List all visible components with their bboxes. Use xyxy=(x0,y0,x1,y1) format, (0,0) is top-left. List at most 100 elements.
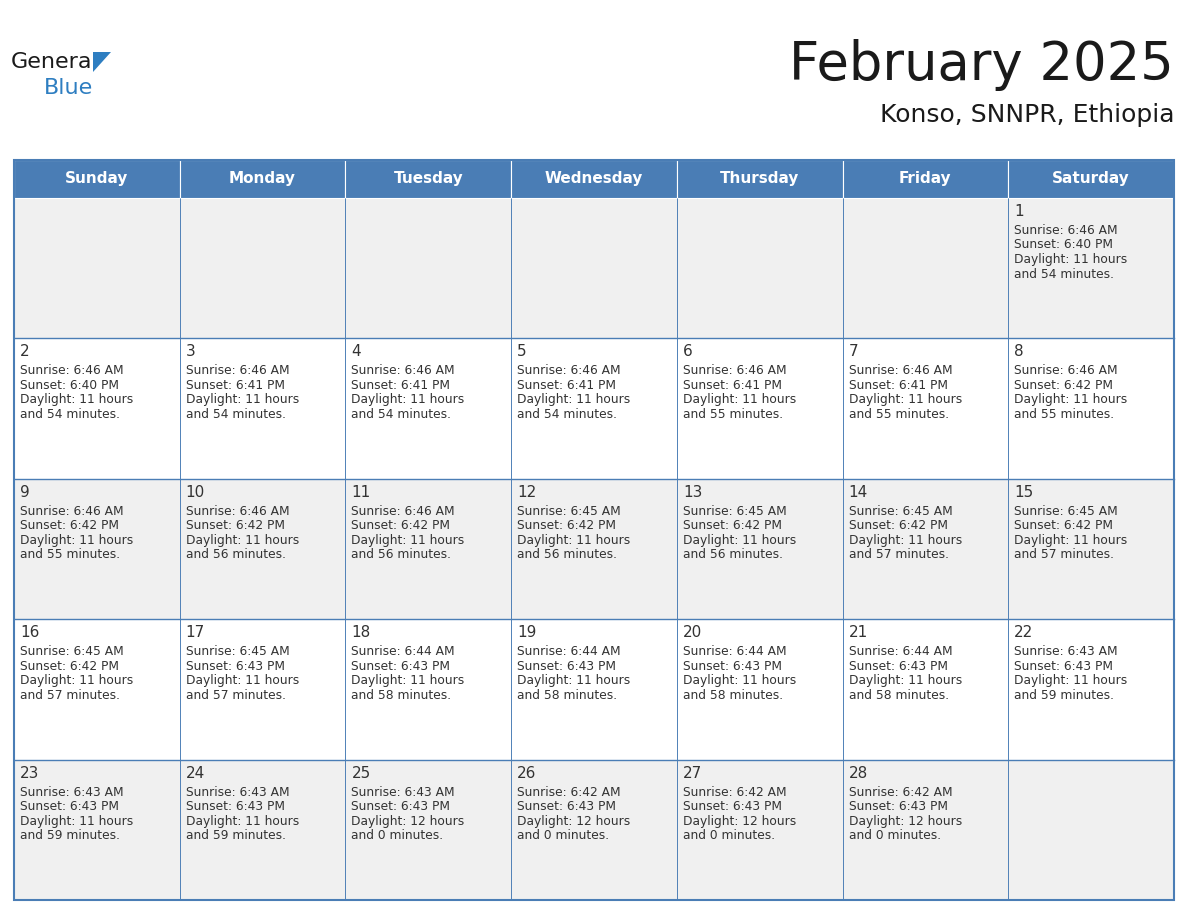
Bar xyxy=(677,479,842,620)
Text: and 55 minutes.: and 55 minutes. xyxy=(1015,408,1114,420)
Text: Daylight: 12 hours: Daylight: 12 hours xyxy=(848,814,962,828)
Text: Daylight: 11 hours: Daylight: 11 hours xyxy=(20,674,133,688)
Text: and 59 minutes.: and 59 minutes. xyxy=(185,829,286,842)
Text: Daylight: 11 hours: Daylight: 11 hours xyxy=(20,394,133,407)
Text: Daylight: 11 hours: Daylight: 11 hours xyxy=(185,674,299,688)
Text: and 57 minutes.: and 57 minutes. xyxy=(848,548,948,561)
Bar xyxy=(511,198,677,339)
Bar xyxy=(511,479,677,620)
Text: Sunrise: 6:44 AM: Sunrise: 6:44 AM xyxy=(517,645,621,658)
Text: Sunrise: 6:46 AM: Sunrise: 6:46 AM xyxy=(352,364,455,377)
Text: Sunset: 6:42 PM: Sunset: 6:42 PM xyxy=(1015,379,1113,392)
Text: 22: 22 xyxy=(1015,625,1034,640)
Text: Sunrise: 6:42 AM: Sunrise: 6:42 AM xyxy=(848,786,953,799)
Bar xyxy=(179,479,346,620)
Text: Sunset: 6:43 PM: Sunset: 6:43 PM xyxy=(185,660,285,673)
Text: 16: 16 xyxy=(20,625,39,640)
Bar xyxy=(1009,759,1174,900)
Text: Sunset: 6:41 PM: Sunset: 6:41 PM xyxy=(185,379,285,392)
Text: Tuesday: Tuesday xyxy=(393,172,463,186)
Text: and 55 minutes.: and 55 minutes. xyxy=(20,548,120,561)
Text: 21: 21 xyxy=(848,625,867,640)
Text: Sunset: 6:42 PM: Sunset: 6:42 PM xyxy=(848,520,948,532)
Text: Wednesday: Wednesday xyxy=(545,172,643,186)
Bar xyxy=(179,620,346,759)
Text: and 59 minutes.: and 59 minutes. xyxy=(20,829,120,842)
Text: Daylight: 11 hours: Daylight: 11 hours xyxy=(1015,533,1127,547)
Text: 8: 8 xyxy=(1015,344,1024,360)
Text: and 58 minutes.: and 58 minutes. xyxy=(517,688,618,701)
Text: and 55 minutes.: and 55 minutes. xyxy=(848,408,949,420)
Text: Sunset: 6:43 PM: Sunset: 6:43 PM xyxy=(848,800,948,813)
Bar xyxy=(1009,620,1174,759)
Text: Sunrise: 6:46 AM: Sunrise: 6:46 AM xyxy=(352,505,455,518)
Text: and 57 minutes.: and 57 minutes. xyxy=(1015,548,1114,561)
Text: Blue: Blue xyxy=(44,78,94,98)
Text: and 0 minutes.: and 0 minutes. xyxy=(848,829,941,842)
Text: 1: 1 xyxy=(1015,204,1024,219)
Text: Sunset: 6:42 PM: Sunset: 6:42 PM xyxy=(683,520,782,532)
Text: Sunset: 6:41 PM: Sunset: 6:41 PM xyxy=(352,379,450,392)
Text: and 58 minutes.: and 58 minutes. xyxy=(848,688,949,701)
Text: 18: 18 xyxy=(352,625,371,640)
Text: Daylight: 11 hours: Daylight: 11 hours xyxy=(352,533,465,547)
Text: 28: 28 xyxy=(848,766,867,780)
Text: Sunset: 6:42 PM: Sunset: 6:42 PM xyxy=(1015,520,1113,532)
Text: Thursday: Thursday xyxy=(720,172,800,186)
Text: Sunset: 6:40 PM: Sunset: 6:40 PM xyxy=(1015,239,1113,252)
Text: Sunrise: 6:44 AM: Sunrise: 6:44 AM xyxy=(683,645,786,658)
Text: Sunrise: 6:44 AM: Sunrise: 6:44 AM xyxy=(848,645,953,658)
Text: Friday: Friday xyxy=(899,172,952,186)
Text: Sunrise: 6:45 AM: Sunrise: 6:45 AM xyxy=(1015,505,1118,518)
Bar xyxy=(511,620,677,759)
Text: and 54 minutes.: and 54 minutes. xyxy=(1015,267,1114,281)
Text: Sunset: 6:43 PM: Sunset: 6:43 PM xyxy=(1015,660,1113,673)
Text: Daylight: 11 hours: Daylight: 11 hours xyxy=(683,674,796,688)
Text: Sunset: 6:42 PM: Sunset: 6:42 PM xyxy=(517,520,617,532)
Text: Daylight: 11 hours: Daylight: 11 hours xyxy=(848,394,962,407)
Text: Daylight: 11 hours: Daylight: 11 hours xyxy=(683,394,796,407)
Bar xyxy=(346,339,511,479)
Bar xyxy=(346,198,511,339)
Text: 14: 14 xyxy=(848,485,867,499)
Text: and 57 minutes.: and 57 minutes. xyxy=(185,688,286,701)
Bar xyxy=(511,759,677,900)
Bar xyxy=(842,160,1009,198)
Text: 15: 15 xyxy=(1015,485,1034,499)
Bar xyxy=(677,198,842,339)
Text: Sunrise: 6:46 AM: Sunrise: 6:46 AM xyxy=(185,364,290,377)
Text: Daylight: 11 hours: Daylight: 11 hours xyxy=(185,394,299,407)
Text: 10: 10 xyxy=(185,485,206,499)
Bar xyxy=(14,620,179,759)
Text: and 0 minutes.: and 0 minutes. xyxy=(683,829,775,842)
Text: Konso, SNNPR, Ethiopia: Konso, SNNPR, Ethiopia xyxy=(879,103,1174,127)
Text: Sunrise: 6:46 AM: Sunrise: 6:46 AM xyxy=(20,364,124,377)
Bar xyxy=(346,479,511,620)
Bar xyxy=(14,479,179,620)
Bar xyxy=(842,479,1009,620)
Text: Sunset: 6:41 PM: Sunset: 6:41 PM xyxy=(517,379,617,392)
Text: Sunrise: 6:45 AM: Sunrise: 6:45 AM xyxy=(517,505,621,518)
Bar xyxy=(346,759,511,900)
Text: Sunrise: 6:43 AM: Sunrise: 6:43 AM xyxy=(1015,645,1118,658)
Text: General: General xyxy=(11,52,99,72)
Text: Monday: Monday xyxy=(229,172,296,186)
Text: Sunset: 6:40 PM: Sunset: 6:40 PM xyxy=(20,379,119,392)
Text: and 59 minutes.: and 59 minutes. xyxy=(1015,688,1114,701)
Text: Daylight: 11 hours: Daylight: 11 hours xyxy=(1015,674,1127,688)
Text: 11: 11 xyxy=(352,485,371,499)
Bar xyxy=(179,759,346,900)
Text: Daylight: 11 hours: Daylight: 11 hours xyxy=(517,674,631,688)
Text: Daylight: 12 hours: Daylight: 12 hours xyxy=(352,814,465,828)
Text: Sunrise: 6:46 AM: Sunrise: 6:46 AM xyxy=(683,364,786,377)
Text: Sunrise: 6:46 AM: Sunrise: 6:46 AM xyxy=(185,505,290,518)
Text: and 55 minutes.: and 55 minutes. xyxy=(683,408,783,420)
Text: Sunset: 6:43 PM: Sunset: 6:43 PM xyxy=(352,660,450,673)
Text: Sunset: 6:43 PM: Sunset: 6:43 PM xyxy=(517,660,617,673)
Text: Sunset: 6:42 PM: Sunset: 6:42 PM xyxy=(185,520,285,532)
Bar xyxy=(842,198,1009,339)
Bar xyxy=(842,339,1009,479)
Bar xyxy=(677,759,842,900)
Text: 7: 7 xyxy=(848,344,858,360)
Bar xyxy=(511,339,677,479)
